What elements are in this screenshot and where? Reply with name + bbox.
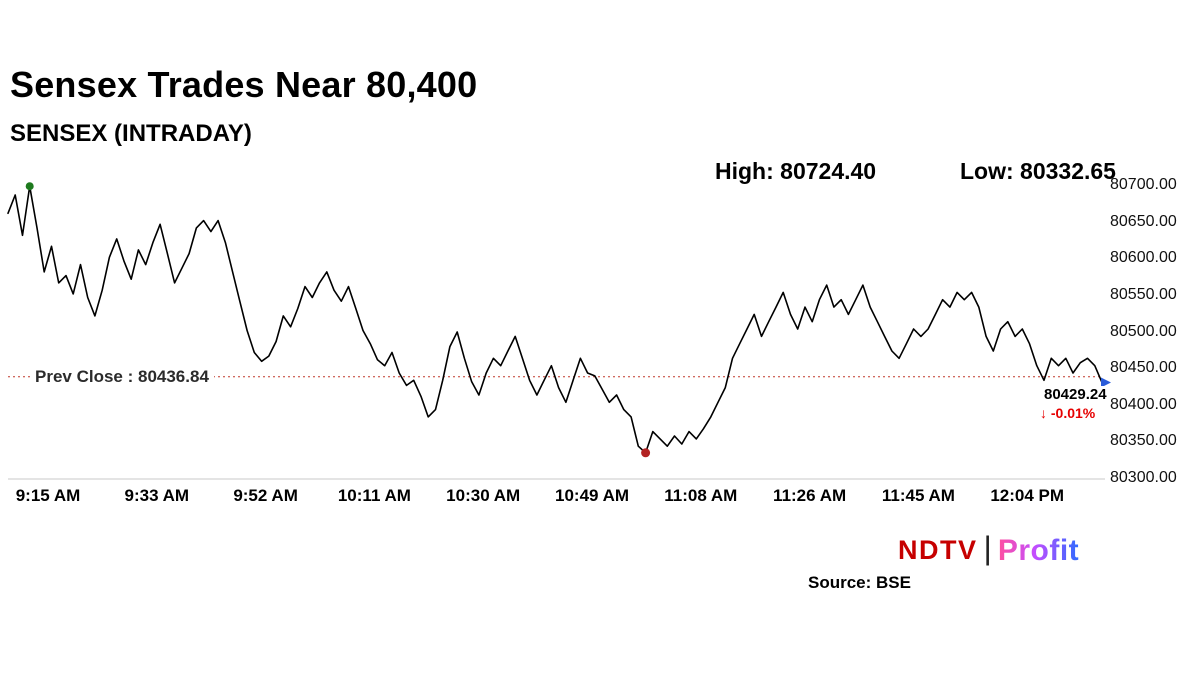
x-axis-tick-label: 9:33 AM [124,486,190,505]
y-axis-tick-label: 80600.00 [1110,249,1177,267]
x-axis-tick-label: 11:26 AM [773,486,847,505]
low-value-label: Low: 80332.65 [960,158,1116,184]
last-price-label: 80429.24 [1042,386,1109,403]
x-axis-tick-label: 11:08 AM [664,486,738,505]
y-axis-tick-label: 80350.00 [1110,432,1177,450]
y-axis-tick-label: 80400.00 [1110,395,1177,413]
y-axis-tick-label: 80650.00 [1110,212,1177,230]
low-marker-dot [641,448,651,458]
ndtv-profit-logo: NDTV | Profit [898,530,1080,569]
profit-wordmark: Profit [997,533,1080,567]
y-axis-tick-label: 80300.00 [1110,469,1177,486]
page-title: Sensex Trades Near 80,400 [10,64,478,105]
x-axis-tick-label: 9:52 AM [233,486,298,505]
x-axis-tick-label: 10:11 AM [337,486,411,505]
source-attribution: Source: BSE [808,573,911,592]
prev-close-label: Prev Close : 80436.84 [30,367,214,387]
y-axis-tick-label: 80700.00 [1110,176,1177,193]
y-axis-tick-label: 80550.00 [1110,285,1177,303]
x-axis-tick-label: 9:15 AM [15,486,81,505]
x-axis-tick-label: 12:04 PM [990,486,1065,505]
y-axis-tick-label: 80500.00 [1110,322,1177,340]
ndtv-wordmark: NDTV [898,535,978,565]
logo-divider: | [983,530,992,566]
chart-subtitle: SENSEX (INTRADAY) [10,120,252,147]
last-price-marker [1101,377,1111,388]
x-axis-tick-label: 10:49 AM [554,486,630,505]
high-value-label: High: 80724.40 [715,158,877,184]
price-line [7,185,1103,454]
x-axis-tick-label: 11:45 AM [881,486,955,505]
open-high-marker-dot [25,182,34,191]
x-axis-tick-label: 10:30 AM [446,486,521,505]
change-percent-label: ↓ -0.01% [1040,405,1096,421]
y-axis-tick-label: 80450.00 [1110,359,1177,377]
